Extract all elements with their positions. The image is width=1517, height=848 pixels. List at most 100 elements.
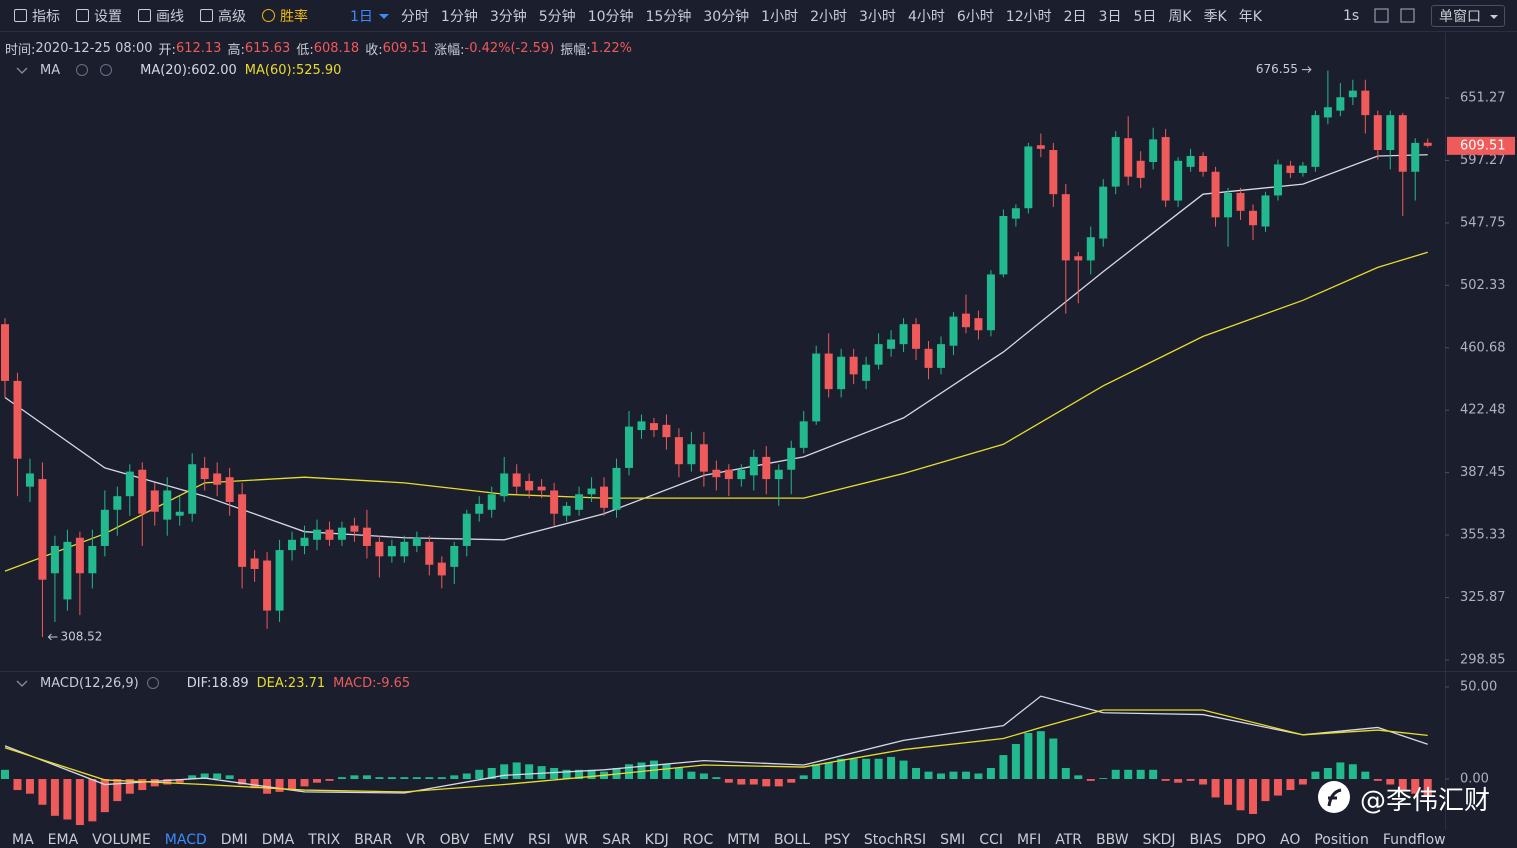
tool-button[interactable]: 设置 xyxy=(76,6,138,26)
indicator-tab[interactable]: SAR xyxy=(602,831,631,848)
indicator-tab[interactable]: DMI xyxy=(220,831,248,848)
gear-icon[interactable] xyxy=(146,677,159,689)
indicator-tab[interactable]: BBW xyxy=(1096,831,1129,848)
y-tick-label: 298.85 xyxy=(1460,652,1506,667)
interval-button[interactable]: 12小时 xyxy=(1005,9,1052,25)
value: 1.22% xyxy=(590,40,632,56)
interval-button[interactable]: 3小时 xyxy=(859,9,896,25)
interval-button[interactable]: 30分钟 xyxy=(703,9,750,25)
close-icon[interactable] xyxy=(171,678,181,688)
interval-button[interactable]: 5分钟 xyxy=(538,9,576,25)
indicator-tab[interactable]: SKDJ xyxy=(1142,831,1176,848)
indicator-tab[interactable]: PSY xyxy=(824,831,850,848)
candle-body xyxy=(575,494,584,510)
indicator-tab[interactable]: MACD xyxy=(164,831,207,848)
indicator-tab[interactable]: Fundflow xyxy=(1382,831,1446,848)
interval-button[interactable]: 周K xyxy=(1168,9,1192,25)
indicator-tab[interactable]: RSI xyxy=(527,831,551,848)
candle-body xyxy=(1186,155,1195,167)
indicator-tab[interactable]: AO xyxy=(1280,831,1301,848)
indicator-tab[interactable]: EMA xyxy=(47,831,79,848)
macd-bar xyxy=(912,767,921,780)
interval-button[interactable]: 5日 xyxy=(1133,9,1157,25)
candle-body xyxy=(250,558,259,569)
macd-bar xyxy=(862,758,871,780)
gear-icon[interactable] xyxy=(100,64,113,76)
macd-bar xyxy=(887,756,896,780)
tool-button[interactable]: 指标 xyxy=(14,6,76,26)
interval-button[interactable]: 分时 xyxy=(400,9,429,25)
macd-bar xyxy=(587,769,596,780)
y-tick-label: 651.27 xyxy=(1460,91,1506,106)
indicator-tab[interactable]: MFI xyxy=(1016,831,1042,848)
window-select[interactable]: 单窗口 xyxy=(1431,5,1505,27)
interval-button[interactable]: 1分钟 xyxy=(440,9,478,25)
candle-body xyxy=(512,473,521,487)
interval-button[interactable]: 15分钟 xyxy=(645,9,692,25)
indicator-tab[interactable]: SMI xyxy=(940,831,966,848)
candle-body xyxy=(1273,164,1282,196)
candle-body xyxy=(1011,208,1020,219)
indicator-tab[interactable]: TRIX xyxy=(308,831,341,848)
interval-button[interactable]: 3分钟 xyxy=(489,9,527,25)
candle-body xyxy=(887,339,896,349)
candle-body xyxy=(1286,165,1295,173)
indicator-tab[interactable]: ROC xyxy=(682,831,714,848)
replay-speed[interactable]: 1s xyxy=(1343,8,1360,24)
macd-bar xyxy=(1273,779,1282,796)
macd-bar xyxy=(487,767,496,780)
indicator-tab[interactable]: DMA xyxy=(261,831,295,848)
indicator-tab[interactable]: WR xyxy=(564,831,589,848)
macd-bar xyxy=(113,779,122,802)
candle-body xyxy=(849,356,858,375)
indicator-tab[interactable]: VOLUME xyxy=(92,831,151,848)
eye-icon[interactable] xyxy=(76,64,89,76)
close-icon[interactable] xyxy=(124,65,134,75)
indicator-tab[interactable]: KDJ xyxy=(644,831,669,848)
indicator-tab[interactable]: CCI xyxy=(979,831,1003,848)
indicator-tab[interactable]: ATR xyxy=(1055,831,1082,848)
candle-body xyxy=(1373,115,1382,151)
candle-body xyxy=(350,525,359,532)
interval-button[interactable]: 1小时 xyxy=(761,9,799,25)
indicator-tab[interactable]: Position xyxy=(1314,831,1369,848)
indicator-tab[interactable]: BIAS xyxy=(1189,831,1222,848)
tool-button[interactable]: 高级 xyxy=(200,6,262,26)
interval-button[interactable]: 季K xyxy=(1203,9,1227,25)
candle-body xyxy=(313,529,321,540)
indicator-tab[interactable]: BRAR xyxy=(354,831,393,848)
interval-button[interactable]: 年K xyxy=(1238,9,1262,25)
indicator-tab[interactable]: BOLL xyxy=(774,831,810,848)
y-tick-label: 597.27 xyxy=(1460,153,1506,168)
tool-button[interactable]: 胜率 xyxy=(262,6,324,26)
candle-body xyxy=(150,490,159,512)
macd-bar xyxy=(1161,779,1170,781)
interval-button[interactable]: 6小时 xyxy=(956,9,994,25)
indicator-tab[interactable]: MA xyxy=(12,831,34,848)
macd-bar xyxy=(450,775,459,780)
indicator-tab[interactable]: EMV xyxy=(483,831,514,848)
interval-button[interactable]: 2日 xyxy=(1063,9,1087,25)
interval-button[interactable]: 2小时 xyxy=(810,9,848,25)
macd-bar xyxy=(425,777,434,780)
indicator-tab[interactable]: StochRSI xyxy=(863,831,927,848)
macd-bar xyxy=(125,779,134,794)
macd-bar xyxy=(1373,779,1382,781)
candle-body xyxy=(937,344,945,368)
tool-button[interactable]: 画线 xyxy=(138,6,200,26)
candle-body xyxy=(637,421,646,431)
candle-body xyxy=(500,473,509,497)
interval-button[interactable]: 10分钟 xyxy=(587,9,634,25)
interval-button[interactable]: 4小时 xyxy=(907,9,945,25)
macd-bar xyxy=(799,775,808,780)
indicator-tab[interactable]: MTM xyxy=(727,831,761,848)
indicator-tab[interactable]: OBV xyxy=(439,831,470,848)
interval-button[interactable]: 1日 xyxy=(350,6,389,26)
indicator-tab[interactable]: DPO xyxy=(1235,831,1266,848)
candle-body xyxy=(188,464,197,514)
macd-bar xyxy=(200,773,209,780)
indicator-tab[interactable]: VR xyxy=(406,831,426,848)
macd-bar xyxy=(974,773,983,780)
macd-bar xyxy=(362,775,371,780)
interval-button[interactable]: 3日 xyxy=(1098,9,1122,25)
